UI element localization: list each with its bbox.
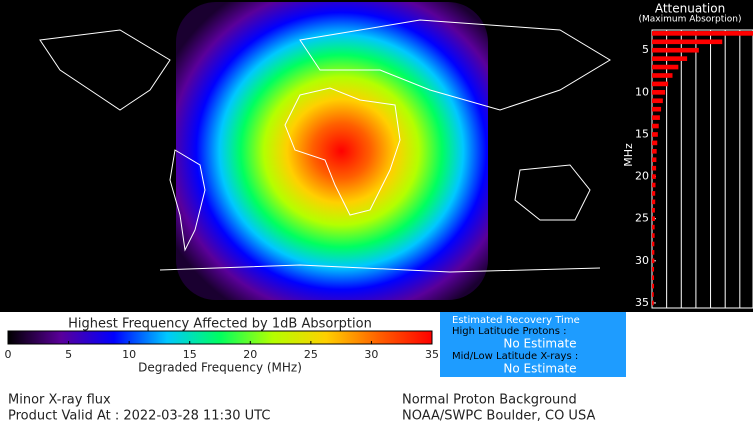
footer-text: Product Valid At : 2022-03-28 11:30 UTC (8, 409, 270, 424)
x-tick-label: 15 (183, 348, 197, 361)
bar (652, 283, 655, 289)
footer-text: NOAA/SWPC Boulder, CO USA (402, 409, 595, 424)
y-tick-label: 5 (642, 43, 649, 56)
x-tick-label: 30 (734, 317, 746, 327)
chart-subtitle: (Maximum Absorption) (639, 15, 742, 25)
plot-frame (651, 29, 753, 309)
x-tick-label: 30 (364, 348, 378, 361)
bar (652, 292, 654, 297)
recovery-box (440, 312, 626, 377)
colorbar (7, 330, 433, 345)
bar (652, 216, 655, 222)
footer-text: Normal Proton Background (402, 393, 577, 408)
bar (652, 300, 654, 306)
y-tick-label: 15 (635, 127, 649, 140)
x-tick-label: 35 (425, 348, 439, 361)
bar (652, 47, 699, 53)
bar (652, 224, 655, 230)
y-axis-label: MHz (622, 143, 635, 167)
x-tick-label: 15 (690, 317, 701, 327)
bar (652, 73, 673, 78)
bar (652, 233, 655, 238)
x-tick-label: 10 (676, 317, 688, 327)
bar (652, 250, 655, 255)
absorption-map (176, 2, 488, 300)
x-tick-label: 25 (304, 348, 318, 361)
bar (652, 56, 688, 61)
x-tick-label: 20 (705, 317, 717, 327)
x-tick-label: 10 (122, 348, 136, 361)
x-tick-label: 5 (65, 348, 72, 361)
bar (652, 123, 659, 129)
bar (652, 241, 655, 247)
bar (652, 64, 679, 70)
bar (652, 90, 666, 95)
bar (652, 199, 656, 205)
colorbar-title: Highest Frequency Affected by 1dB Absorp… (68, 317, 372, 332)
bar (652, 140, 658, 146)
bar (652, 275, 655, 280)
bar (652, 174, 656, 179)
x-tick-label: 0 (649, 317, 655, 327)
bar (652, 98, 663, 104)
bar (652, 132, 658, 137)
x-tick-label: 0 (5, 348, 12, 361)
y-tick-label: 20 (635, 170, 649, 183)
recovery-title: Estimated Recovery Time (452, 315, 580, 326)
bar (652, 148, 657, 154)
x-tick-label: 5 (664, 317, 670, 327)
bar (652, 157, 657, 163)
chart-title: Attenuation (655, 2, 725, 16)
bar (652, 31, 753, 36)
recovery-value: No Estimate (503, 362, 576, 376)
bar (652, 182, 656, 188)
x-axis-label: Degraded Frequency (MHz) (138, 361, 302, 375)
x-tick-label: 20 (243, 348, 257, 361)
recovery-value: No Estimate (503, 337, 576, 351)
bar (652, 258, 655, 264)
recovery-label: High Latitude Protons : (452, 326, 567, 337)
bar (652, 106, 662, 112)
x-axis-label: dB (684, 333, 700, 347)
bar (652, 115, 660, 120)
y-tick-label: 10 (635, 85, 649, 98)
y-tick-label: 30 (635, 254, 649, 267)
y-tick-label: 25 (635, 212, 649, 225)
bar (652, 39, 723, 45)
coastlines (39, 19, 611, 273)
footer-text: Minor X-ray flux (8, 393, 111, 408)
bar (652, 81, 669, 87)
bar (652, 165, 657, 171)
bar (652, 191, 656, 196)
y-tick-label: 35 (635, 296, 649, 309)
x-tick-label: 35 (749, 317, 753, 327)
x-tick-label: 25 (719, 317, 730, 327)
bar (652, 266, 655, 272)
bar (652, 207, 655, 213)
recovery-label: Mid/Low Latitude X-rays : (452, 351, 578, 362)
